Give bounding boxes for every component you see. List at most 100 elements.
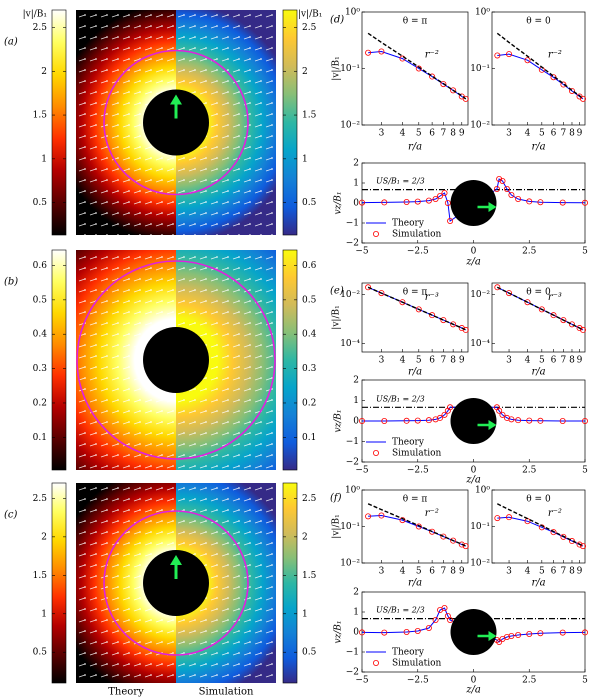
plot-frame — [491, 282, 586, 353]
particle-label: β = 5 — [461, 620, 485, 630]
plot-frame — [361, 489, 469, 564]
x-tick-label: 5 — [582, 676, 588, 686]
simulation-point — [550, 312, 557, 319]
y-tick-label: 10⁰ — [345, 486, 360, 496]
colorbar-tick-label: 0.3 — [33, 364, 48, 374]
panel-annotation: Puller — [162, 600, 190, 610]
simulation-point — [494, 284, 501, 291]
x-tick-label: 7 — [441, 356, 447, 366]
y-tick-label: −2 — [346, 668, 359, 678]
particle — [143, 550, 209, 616]
panel-label: (d) — [330, 15, 344, 26]
x-tick-label: 6 — [551, 356, 557, 366]
colorbar — [282, 9, 298, 236]
x-tick-label: 6 — [429, 567, 435, 577]
subplot-title: θ = 0 — [526, 495, 551, 505]
simulation-point — [381, 417, 388, 424]
x-label: r/a — [408, 578, 422, 589]
simulation-point — [580, 326, 587, 333]
simulation-point — [429, 528, 436, 535]
simulation-point — [444, 199, 451, 206]
y-tick-label: −1 — [346, 648, 359, 658]
simulation-point — [524, 299, 531, 306]
y-tick-label: −2 — [346, 239, 359, 249]
simulation-point — [515, 195, 522, 202]
simulation-point — [403, 198, 410, 205]
x-tick-label: 5 — [539, 356, 545, 366]
y-tick-label: 10⁻² — [470, 290, 490, 300]
subplot-title: θ = 0 — [526, 17, 551, 27]
simulation-point — [399, 517, 406, 524]
x-tick-label: 4 — [525, 129, 531, 139]
x-tick-label: 9 — [459, 567, 465, 577]
particle — [143, 89, 209, 156]
x-tick-label: 3 — [379, 567, 385, 577]
simulation-point — [399, 299, 406, 306]
panel-label: (f) — [330, 493, 342, 504]
simulation-point — [429, 73, 436, 80]
simulation-point — [441, 605, 448, 612]
y-tick-label: 10⁻² — [340, 121, 360, 131]
simulation-point — [580, 95, 587, 102]
x-tick-label: 6 — [551, 129, 557, 139]
simulation-point — [414, 198, 421, 205]
colorbar-tick-label: 0.5 — [33, 295, 48, 305]
x-tick-label: −2.5 — [407, 247, 429, 257]
swim-arrow-head — [170, 555, 182, 565]
simulation-point — [537, 630, 544, 637]
legend-marker — [372, 449, 379, 456]
x-label: z/a — [465, 685, 481, 696]
simulation-point — [462, 326, 469, 333]
power-law-line — [367, 503, 467, 547]
colorbar-tick-label: 1.5 — [33, 571, 48, 581]
simulation-point — [550, 529, 557, 536]
y-label: |v|/B₁ — [332, 56, 342, 80]
simulation-point — [568, 538, 575, 545]
x-label: r/a — [531, 367, 545, 378]
x-tick-label: 2.5 — [522, 247, 537, 257]
simulation-point — [503, 634, 510, 641]
x-tick-label: 6 — [551, 567, 557, 577]
x-tick-label: 5 — [416, 129, 422, 139]
power-law-line — [367, 286, 467, 331]
x-label: r/a — [531, 578, 545, 589]
x-tick-label: 9 — [577, 567, 583, 577]
simulation-point — [415, 306, 422, 313]
y-tick-label: 10⁻¹ — [340, 522, 360, 532]
x-tick-label: 4 — [400, 356, 406, 366]
y-tick-label: 1 — [353, 396, 359, 406]
x-tick-label: 7 — [561, 567, 567, 577]
simulation-point — [437, 192, 444, 199]
swim-arrow-head — [488, 420, 497, 430]
simulation-point — [515, 417, 522, 424]
simulation-point — [450, 321, 457, 328]
y-tick-label: −1 — [346, 219, 359, 229]
y-tick-label: 2 — [353, 159, 359, 169]
y-tick-label: −1 — [346, 437, 359, 447]
y-tick-label: 0 — [353, 628, 359, 638]
colorbar-tick-label: 1.5 — [302, 571, 317, 581]
simulation-point — [450, 87, 457, 94]
colorbar-tick-label: 2.5 — [302, 494, 317, 504]
x-tick-label: 5 — [539, 567, 545, 577]
x-tick-label: 5 — [416, 356, 422, 366]
simulation-point — [524, 57, 531, 64]
legend-label: Simulation — [392, 659, 442, 669]
simulation-point — [381, 199, 388, 206]
panel-label: (b) — [4, 277, 18, 288]
simulation-point — [365, 513, 372, 520]
x-tick-label: 9 — [459, 129, 465, 139]
simulation-point — [441, 189, 448, 196]
colorbar-tick-label: 0.4 — [33, 330, 48, 340]
legend-label: Simulation — [392, 230, 442, 240]
power-law-label: r⁻² — [425, 50, 439, 61]
simulation-point — [447, 404, 454, 411]
y-tick-label: 10⁰ — [475, 8, 490, 18]
y-label: vz/B₁ — [334, 409, 344, 432]
power-law-label: r⁻³ — [425, 292, 439, 303]
legend-label: Theory — [392, 648, 425, 658]
simulation-point — [358, 199, 365, 206]
x-tick-label: 3 — [379, 356, 385, 366]
simulation-point — [378, 512, 385, 519]
